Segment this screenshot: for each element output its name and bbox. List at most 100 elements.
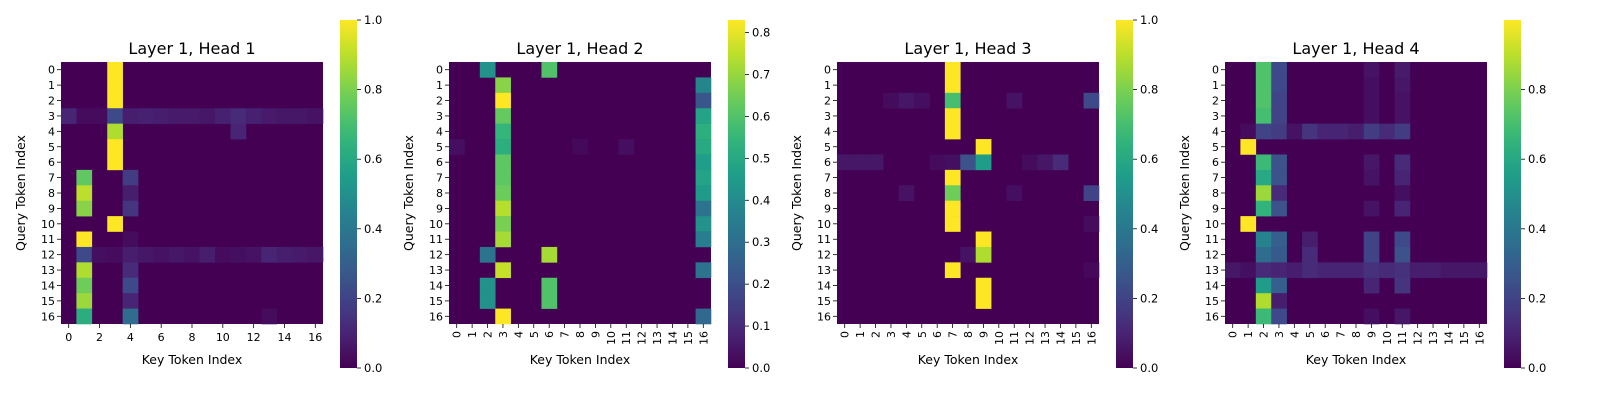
heatmap-cell (91, 108, 108, 124)
heatmap-cell (1006, 92, 1023, 109)
y-tick-label: 2 (48, 95, 55, 108)
heatmap-cell (261, 108, 278, 124)
colorbar: 0.0 0.2 0.4 0.6 0.8 1.0 (340, 13, 382, 375)
y-tick-label: 11 (41, 233, 55, 246)
y-tick-label: 6 (48, 156, 55, 169)
y-tick-label: 0 (1212, 64, 1219, 77)
colorbar-tick-label: 0.6 (1528, 152, 1546, 166)
heatmap-cell (230, 123, 247, 140)
heatmap-cell (1255, 308, 1272, 325)
y-tick-label: 3 (48, 110, 55, 123)
x-tick-label: 2 (482, 331, 495, 338)
heatmap-cell (1083, 262, 1100, 279)
heatmap-panel-2: Layer 1, Head 20123456789101112131415160… (401, 20, 770, 375)
heatmap-cell (1394, 77, 1411, 94)
y-axis-label: Query Token Index (401, 135, 416, 251)
y-tick-label: 4 (1212, 125, 1219, 138)
heatmap-cell (449, 139, 465, 155)
y-tick-label: 12 (429, 249, 443, 262)
heatmap-cell (1409, 262, 1426, 279)
heatmap-cell (479, 246, 496, 263)
x-tick-label: 3 (885, 331, 898, 338)
colorbar-tick-label: 0.5 (752, 151, 770, 165)
colorbar-tick-label: 0.4 (364, 222, 382, 236)
heatmap-cell (1394, 277, 1411, 294)
x-tick-label: 14 (1054, 331, 1067, 345)
heatmap-cell (1394, 108, 1411, 124)
colorbar-tick-label: 0.4 (752, 193, 770, 207)
colorbar-tick-label: 0.2 (752, 277, 770, 291)
heatmap-cell (898, 185, 915, 201)
colorbar-tick-label: 0.2 (1140, 291, 1158, 305)
heatmap-cell (944, 77, 961, 94)
x-tick-label: 4 (127, 331, 134, 344)
heatmap-cell (975, 154, 992, 171)
heatmap-cell (695, 139, 712, 155)
heatmap-cell (107, 108, 123, 124)
heatmap-cell (91, 246, 108, 263)
x-tick-label: 14 (277, 331, 291, 344)
heatmap-cell (1363, 123, 1380, 140)
heatmap-cell (695, 308, 712, 325)
y-tick-label: 11 (429, 233, 443, 246)
heatmap-cell (479, 293, 496, 309)
x-tick-label: 16 (1473, 331, 1486, 345)
heatmap-cell (867, 154, 884, 171)
heatmap-cell (1255, 185, 1272, 201)
y-tick-label: 14 (1205, 279, 1219, 292)
heatmap-panel-3: Layer 1, Head 30123456789101112131415160… (789, 13, 1158, 375)
heatmap-cell (1348, 123, 1364, 140)
heatmap-cell (479, 62, 496, 78)
y-tick-label: 3 (1212, 110, 1219, 123)
x-tick-label: 10 (1381, 331, 1394, 345)
heatmap-cell (944, 92, 961, 109)
y-tick-label: 14 (817, 279, 831, 292)
heatmap-cell (1271, 277, 1287, 294)
heatmap-cell (495, 231, 511, 248)
heatmap-cell (975, 277, 992, 294)
heatmap-cell (122, 246, 139, 263)
heatmap-cell (495, 108, 511, 124)
heatmap-cell (1225, 262, 1241, 279)
colorbar: 0.0 0.2 0.4 0.6 0.8 (1504, 20, 1546, 375)
heatmap-cell (276, 108, 293, 124)
heatmap-cell (695, 169, 712, 186)
colorbar-tick-label: 0.6 (364, 152, 382, 166)
heatmap-cell (541, 277, 558, 294)
y-tick-label: 16 (817, 310, 831, 323)
heatmap-cell (1394, 200, 1411, 217)
y-tick-label: 6 (436, 156, 443, 169)
y-tick-label: 9 (824, 202, 831, 215)
heatmap-cell (1255, 154, 1272, 171)
x-axis-label: Key Token Index (918, 352, 1019, 367)
heatmap-cell (1240, 216, 1257, 232)
y-tick-label: 5 (436, 141, 443, 154)
heatmap-cell (1271, 169, 1287, 186)
heatmap-cell (1394, 308, 1411, 325)
heatmap-cell (76, 185, 93, 201)
heatmap-cell (307, 108, 324, 124)
heatmap-cell (695, 216, 712, 232)
heatmap-background (61, 62, 323, 324)
heatmap-cell (1271, 62, 1287, 78)
heatmap-cell (61, 108, 77, 124)
colorbar-tick-label: 0.4 (1528, 222, 1546, 236)
x-tick-label: 2 (870, 331, 883, 338)
heatmap-cell (479, 277, 496, 294)
chart-title: Layer 1, Head 3 (904, 39, 1031, 58)
heatmap-cell (975, 139, 992, 155)
heatmap-cell (495, 185, 511, 201)
y-tick-label: 15 (817, 295, 831, 308)
heatmap-cell (1240, 139, 1257, 155)
heatmap-cell (541, 62, 558, 78)
x-tick-label: 12 (1412, 331, 1425, 345)
colorbar-tick-label: 0.1 (752, 319, 770, 333)
heatmap-cell (1271, 108, 1287, 124)
y-tick-label: 5 (48, 141, 55, 154)
x-tick-label: 2 (96, 331, 103, 344)
heatmap-cell (76, 246, 93, 263)
heatmap-cell (495, 169, 511, 186)
colorbar-tick-label: 0.0 (1528, 361, 1546, 375)
heatmap-cell (852, 154, 869, 171)
heatmap-cell (1271, 123, 1287, 140)
